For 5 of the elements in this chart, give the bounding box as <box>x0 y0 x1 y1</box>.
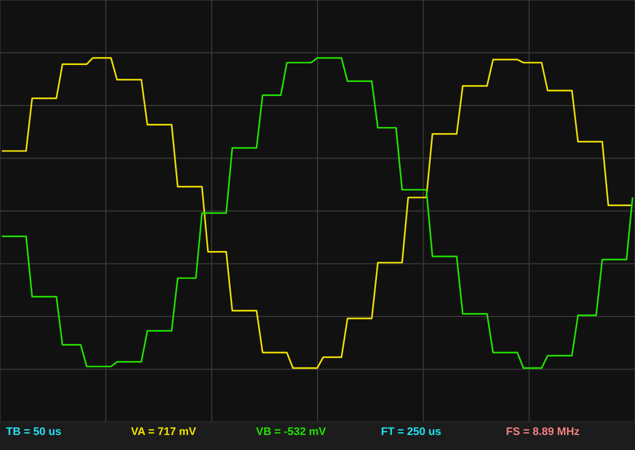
text: FT = 250 us <box>381 426 442 438</box>
text: TB = 50 us <box>6 426 62 438</box>
text: FS = 8.89 MHz <box>506 426 580 438</box>
text: VB = -532 mV <box>256 426 326 438</box>
text: VA = 717 mV <box>131 426 196 438</box>
